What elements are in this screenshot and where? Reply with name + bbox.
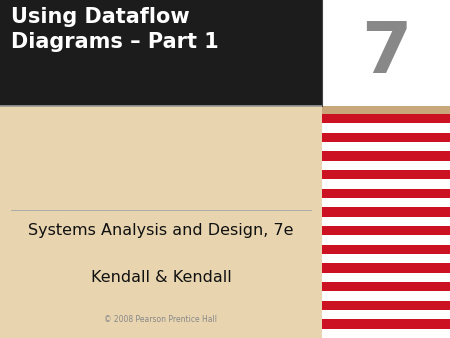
Bar [322, 301, 450, 310]
Bar [322, 245, 450, 254]
Bar [322, 254, 450, 263]
Bar [322, 151, 450, 161]
Bar [322, 170, 450, 179]
Bar [0, 0, 322, 106]
Bar [322, 142, 450, 151]
Bar [322, 282, 450, 291]
Bar [322, 207, 450, 217]
Bar [322, 0, 450, 106]
Text: 7: 7 [361, 19, 411, 88]
Bar [322, 198, 450, 207]
Text: Systems Analysis and Design, 7e: Systems Analysis and Design, 7e [28, 223, 293, 238]
Bar [322, 310, 450, 319]
Bar [322, 263, 450, 273]
Bar [322, 179, 450, 189]
Bar [322, 189, 450, 198]
Bar [322, 235, 450, 245]
Bar [322, 319, 450, 329]
Bar [322, 114, 450, 123]
Bar [322, 106, 450, 114]
Text: Using Dataflow
Diagrams – Part 1: Using Dataflow Diagrams – Part 1 [11, 7, 219, 52]
Bar [322, 161, 450, 170]
Bar [322, 123, 450, 132]
Text: © 2008 Pearson Prentice Hall: © 2008 Pearson Prentice Hall [104, 315, 217, 324]
Bar [322, 291, 450, 301]
Bar [322, 217, 450, 226]
Bar [322, 226, 450, 235]
Bar [322, 273, 450, 282]
Text: Kendall & Kendall: Kendall & Kendall [90, 270, 231, 285]
Bar [322, 329, 450, 338]
Bar [322, 132, 450, 142]
Bar [0, 106, 322, 338]
